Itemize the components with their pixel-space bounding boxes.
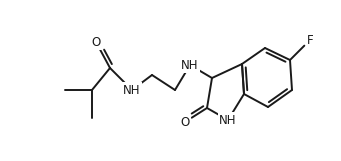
Text: NH: NH bbox=[181, 58, 199, 71]
Text: O: O bbox=[91, 35, 101, 48]
Text: F: F bbox=[307, 33, 313, 47]
Text: O: O bbox=[180, 115, 190, 128]
Text: NH: NH bbox=[219, 114, 237, 127]
Text: NH: NH bbox=[123, 84, 141, 96]
